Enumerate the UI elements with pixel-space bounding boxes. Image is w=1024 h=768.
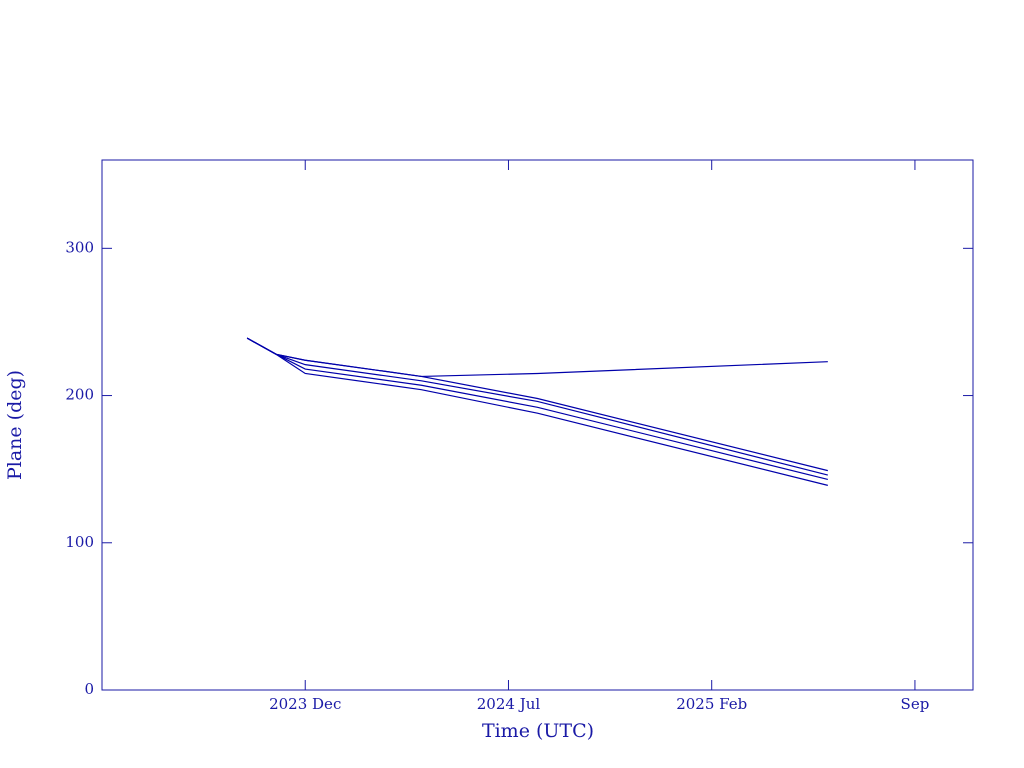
x-tick-label: 2025 Feb bbox=[676, 695, 747, 713]
series-line bbox=[246, 337, 828, 486]
y-tick-label: 0 bbox=[84, 680, 94, 698]
series-line bbox=[246, 337, 828, 378]
plot-frame bbox=[101, 159, 974, 691]
x-tick-label: 2023 Dec bbox=[269, 695, 341, 713]
series-line bbox=[246, 337, 828, 481]
x-axis-label: Time (UTC) bbox=[482, 720, 594, 742]
series-line bbox=[246, 337, 828, 476]
x-tick-label: Sep bbox=[901, 695, 930, 713]
y-tick-label: 100 bbox=[65, 533, 94, 551]
y-tick-label: 200 bbox=[65, 386, 94, 404]
x-tick-label: 2024 Jul bbox=[477, 695, 541, 713]
y-axis-label: Plane (deg) bbox=[4, 370, 26, 480]
series-line bbox=[246, 337, 828, 472]
y-tick-label: 300 bbox=[65, 238, 94, 256]
